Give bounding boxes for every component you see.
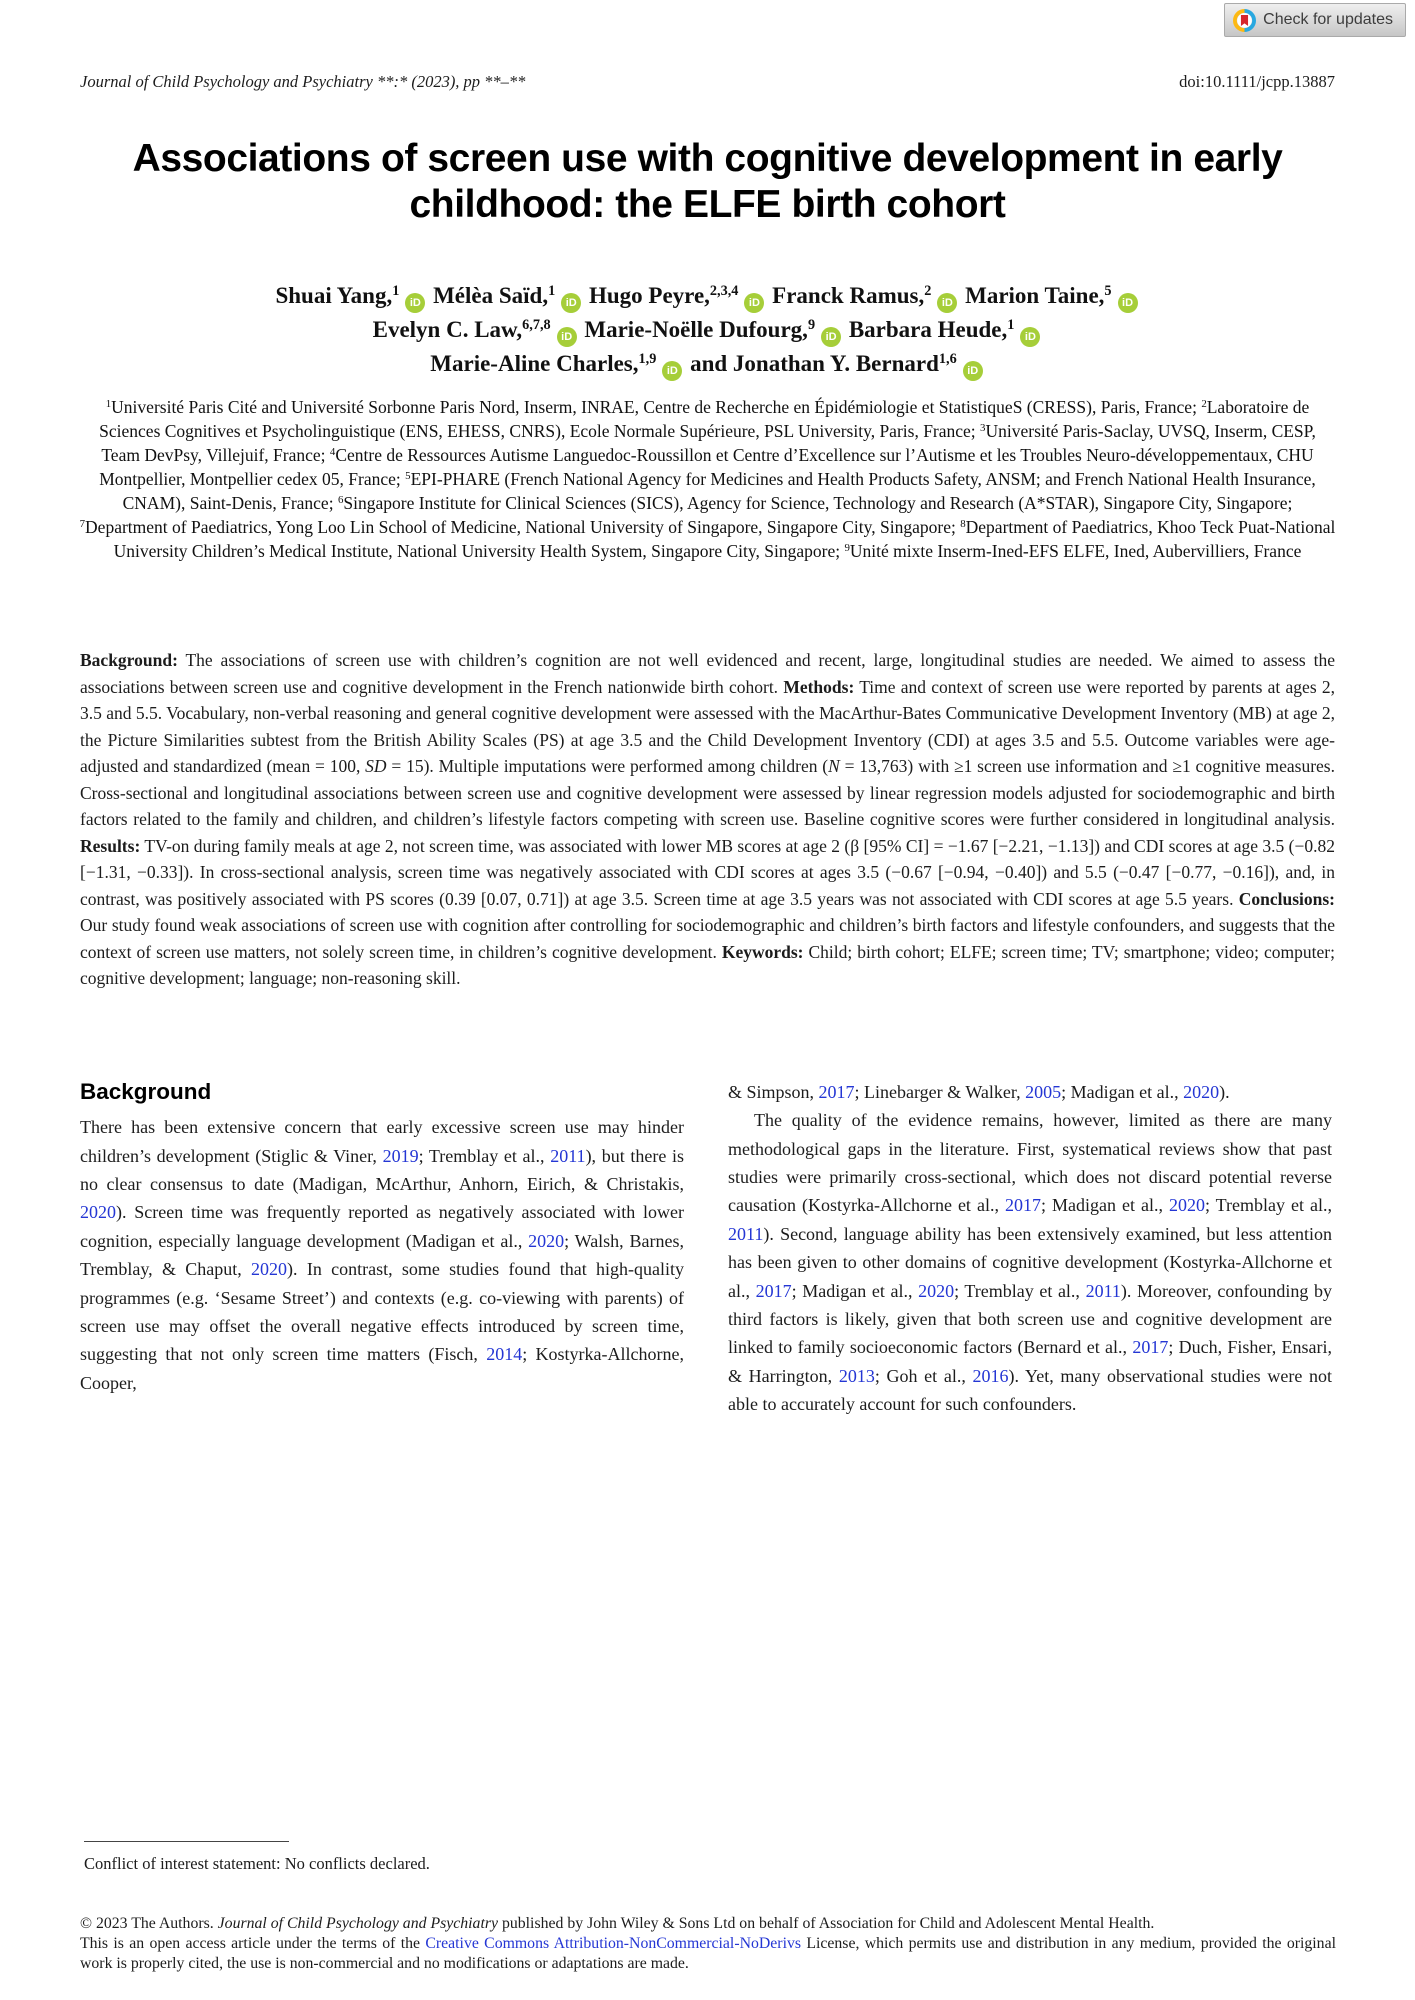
citation-link[interactable]: 2019	[382, 1145, 419, 1166]
citation-link[interactable]: 2011	[728, 1223, 764, 1244]
right-column: & Simpson, 2017; Linebarger & Walker, 20…	[728, 1078, 1332, 1419]
author-list: Shuai Yang,1iD Mélèa Saïd,1iD Hugo Peyre…	[0, 279, 1415, 382]
citation-link[interactable]: 2017	[755, 1280, 792, 1301]
cc-license-link[interactable]: Creative Commons Attribution-NonCommerci…	[425, 1935, 802, 1952]
orcid-icon[interactable]: iD	[662, 361, 683, 382]
orcid-icon[interactable]: iD	[405, 293, 426, 314]
footnote: Conflict of interest statement: No confl…	[84, 1841, 688, 1874]
license-line: This is an open access article under the…	[80, 1935, 1336, 1972]
author-line: Marie-Aline Charles,1,9iD and Jonathan Y…	[0, 347, 1415, 382]
section-heading-background: Background	[80, 1078, 212, 1104]
orcid-icon[interactable]: iD	[1020, 327, 1041, 348]
crossmark-icon	[1233, 8, 1257, 32]
orcid-icon[interactable]: iD	[962, 361, 983, 382]
orcid-icon[interactable]: iD	[937, 293, 958, 314]
orcid-icon[interactable]: iD	[821, 327, 842, 348]
orcid-icon[interactable]: iD	[556, 327, 577, 348]
citation-link[interactable]: 2013	[838, 1365, 875, 1386]
author-line: Shuai Yang,1iD Mélèa Saïd,1iD Hugo Peyre…	[0, 279, 1415, 314]
orcid-icon[interactable]: iD	[561, 293, 582, 314]
copyright-line: © 2023 The Authors. Journal of Child Psy…	[80, 1915, 1155, 1932]
citation-link[interactable]: 2005	[1025, 1081, 1062, 1102]
citation-link[interactable]: 2020	[1183, 1081, 1220, 1102]
body-paragraph: The quality of the evidence remains, how…	[728, 1110, 1333, 1415]
orcid-icon[interactable]: iD	[744, 293, 765, 314]
journal-header: Journal of Child Psychology and Psychiat…	[80, 72, 526, 91]
footnote-divider	[84, 1841, 289, 1842]
citation-link[interactable]: 2020	[1168, 1195, 1205, 1216]
body-paragraph: & Simpson, 2017; Linebarger & Walker, 20…	[728, 1081, 1230, 1102]
check-for-updates-button[interactable]: Check for updates	[1224, 3, 1406, 37]
citation-link[interactable]: 2011	[1085, 1280, 1121, 1301]
citation-link[interactable]: 2020	[80, 1202, 116, 1223]
conflict-statement: Conflict of interest statement: No confl…	[84, 1854, 430, 1873]
author-line: Evelyn C. Law,6,7,8iD Marie-Noëlle Dufou…	[0, 313, 1415, 348]
citation-link[interactable]: 2017	[1004, 1195, 1041, 1216]
article-title: Associations of screen use with cognitiv…	[132, 137, 1283, 226]
page-footer: © 2023 The Authors. Journal of Child Psy…	[80, 1914, 1336, 1974]
page-header: Journal of Child Psychology and Psychiat…	[80, 72, 1335, 92]
citation-link[interactable]: 2017	[818, 1081, 855, 1102]
citation-link[interactable]: 2020	[251, 1259, 288, 1280]
citation-link[interactable]: 2020	[528, 1230, 565, 1251]
body-columns: Background There has been extensive conc…	[80, 1078, 1335, 1419]
affiliations: 1Université Paris Cité and Université So…	[79, 397, 1336, 562]
check-for-updates-label: Check for updates	[1263, 11, 1393, 28]
citation-link[interactable]: 2017	[1132, 1337, 1169, 1358]
citation-link[interactable]: 2014	[486, 1344, 523, 1365]
left-column: Background There has been extensive conc…	[80, 1078, 684, 1419]
citation-link[interactable]: 2016	[972, 1365, 1009, 1386]
citation-link[interactable]: 2011	[550, 1145, 586, 1166]
abstract: Background: The associations of screen u…	[80, 650, 1335, 989]
body-paragraph: There has been extensive concern that ea…	[80, 1117, 685, 1393]
doi-text: doi:10.1111/jcpp.13887	[1179, 72, 1335, 91]
citation-link[interactable]: 2020	[918, 1280, 955, 1301]
orcid-icon[interactable]: iD	[1117, 293, 1138, 314]
